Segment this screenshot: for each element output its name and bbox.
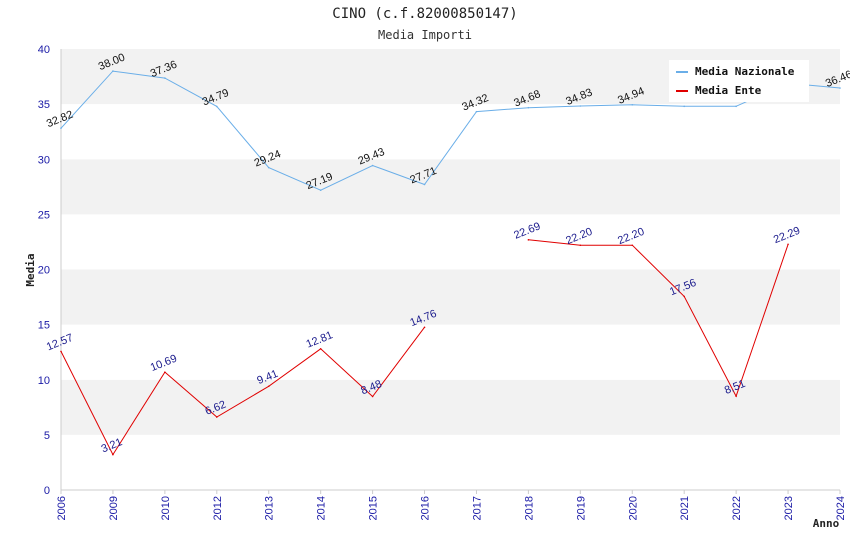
x-tick-label: 2006 (56, 496, 68, 520)
grid-band (61, 379, 840, 435)
x-tick-label: 2023 (783, 496, 795, 520)
data-point-media-ente (683, 295, 685, 298)
grid-band (61, 324, 840, 380)
y-axis-label: Media (24, 253, 37, 286)
y-tick-label: 35 (38, 99, 50, 111)
data-point-media-ente (527, 239, 530, 241)
x-tick-label: 2010 (160, 496, 172, 520)
data-point-media-nazionale (371, 164, 374, 167)
legend-label-media-ente: Media Ente (695, 84, 762, 97)
grid-band (61, 214, 840, 270)
data-point-media-nazionale (423, 183, 426, 186)
series-line-media-ente (528, 239, 789, 398)
data-point-media-nazionale (839, 87, 841, 89)
data-point-media-ente (423, 326, 426, 329)
chart-title: CINO (c.f.82000850147) (332, 6, 517, 22)
x-tick-label: 2022 (731, 496, 743, 520)
legend: Media Nazionale Media Ente (669, 60, 809, 102)
legend-label-media-nazionale: Media Nazionale (695, 65, 795, 78)
data-point-media-nazionale (683, 105, 685, 108)
x-tick-label: 2019 (575, 496, 587, 520)
data-point-media-ente (579, 244, 582, 247)
data-point-media-nazionale (579, 105, 582, 107)
x-tick-label: 2015 (368, 496, 380, 520)
data-point-media-ente (371, 395, 374, 398)
grid-band (61, 269, 840, 325)
y-tick-label: 15 (38, 320, 50, 332)
x-tick-label: 2009 (108, 496, 120, 520)
x-tick-label: 2021 (679, 496, 691, 520)
data-point-media-nazionale (267, 166, 270, 169)
data-point-media-ente (216, 416, 218, 418)
data-point-media-nazionale (164, 77, 166, 79)
axes: 0 5 10 15 20 25 30 35 40 2006 2009 2010 2012 2013 2014… (38, 44, 847, 520)
data-point-media-ente (631, 244, 634, 247)
y-tick-label: 0 (44, 485, 50, 497)
x-tick-label: 2020 (627, 496, 639, 520)
y-tick-label: 20 (38, 265, 50, 277)
x-tick-label: 2012 (212, 496, 224, 520)
data-point-media-ente (787, 243, 789, 246)
data-point-media-nazionale (475, 110, 478, 113)
data-point-media-nazionale (216, 105, 218, 108)
x-tick-label: 2013 (264, 496, 276, 520)
data-point-media-ente (267, 385, 270, 388)
grid-band (61, 104, 840, 160)
series-line-media-nazionale (60, 70, 841, 191)
y-tick-label: 10 (38, 375, 50, 387)
x-tick-label: 2018 (523, 496, 535, 520)
data-point-media-ente (112, 453, 114, 456)
y-tick-label: 5 (44, 430, 50, 442)
data-point-media-nazionale (319, 189, 322, 192)
chart-subtitle: Media Importi (378, 28, 472, 42)
x-tick-label: 2016 (420, 496, 432, 520)
x-tick-label: 2014 (316, 496, 328, 520)
x-tick-label: 2017 (471, 496, 483, 520)
data-point-media-ente (735, 395, 737, 397)
y-tick-label: 25 (38, 209, 50, 221)
data-point-media-nazionale (735, 105, 737, 108)
data-point-media-ente (60, 350, 62, 353)
series-line-media-ente (60, 326, 425, 456)
grid-band (61, 434, 840, 490)
data-point-media-nazionale (60, 127, 62, 129)
data-point-media-nazionale (631, 103, 634, 106)
series-layer (60, 70, 841, 456)
x-tick-label: 2024 (835, 496, 847, 520)
y-tick-label: 40 (38, 44, 50, 56)
x-axis-label: Anno (813, 517, 840, 530)
data-point-media-ente (164, 371, 166, 373)
data-point-media-ente (319, 347, 322, 350)
data-point-media-nazionale (527, 106, 530, 109)
legend-box (669, 60, 809, 102)
grid-band (61, 159, 840, 215)
grid-bands (61, 49, 840, 490)
data-point-media-nazionale (112, 70, 114, 72)
y-tick-label: 30 (38, 154, 50, 166)
